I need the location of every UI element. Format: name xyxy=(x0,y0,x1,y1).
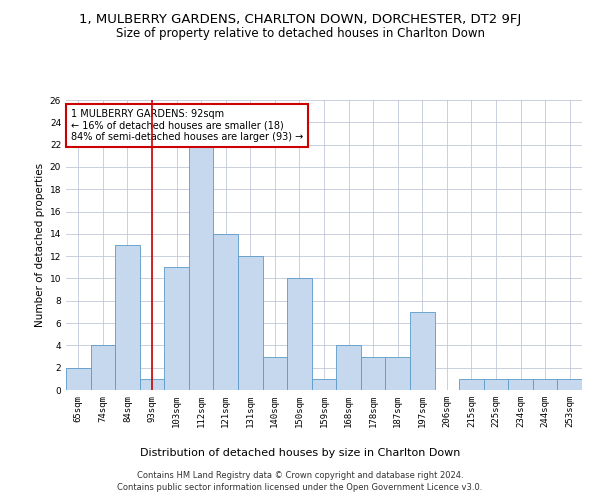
Bar xyxy=(557,379,582,390)
Bar xyxy=(91,346,115,390)
Bar xyxy=(533,379,557,390)
Bar xyxy=(484,379,508,390)
Bar xyxy=(115,245,140,390)
Text: Distribution of detached houses by size in Charlton Down: Distribution of detached houses by size … xyxy=(140,448,460,458)
Bar xyxy=(140,379,164,390)
Bar xyxy=(312,379,336,390)
Bar xyxy=(385,356,410,390)
Text: 1 MULBERRY GARDENS: 92sqm
← 16% of detached houses are smaller (18)
84% of semi-: 1 MULBERRY GARDENS: 92sqm ← 16% of detac… xyxy=(71,108,304,142)
Bar xyxy=(66,368,91,390)
Text: Size of property relative to detached houses in Charlton Down: Size of property relative to detached ho… xyxy=(115,28,485,40)
Text: Contains HM Land Registry data © Crown copyright and database right 2024.: Contains HM Land Registry data © Crown c… xyxy=(137,472,463,480)
Text: Contains public sector information licensed under the Open Government Licence v3: Contains public sector information licen… xyxy=(118,483,482,492)
Bar xyxy=(361,356,385,390)
Bar xyxy=(214,234,238,390)
Bar xyxy=(238,256,263,390)
Bar xyxy=(336,346,361,390)
Bar xyxy=(287,278,312,390)
Bar xyxy=(410,312,434,390)
Y-axis label: Number of detached properties: Number of detached properties xyxy=(35,163,46,327)
Bar xyxy=(263,356,287,390)
Bar xyxy=(164,268,189,390)
Text: 1, MULBERRY GARDENS, CHARLTON DOWN, DORCHESTER, DT2 9FJ: 1, MULBERRY GARDENS, CHARLTON DOWN, DORC… xyxy=(79,12,521,26)
Bar xyxy=(459,379,484,390)
Bar xyxy=(189,144,214,390)
Bar xyxy=(508,379,533,390)
